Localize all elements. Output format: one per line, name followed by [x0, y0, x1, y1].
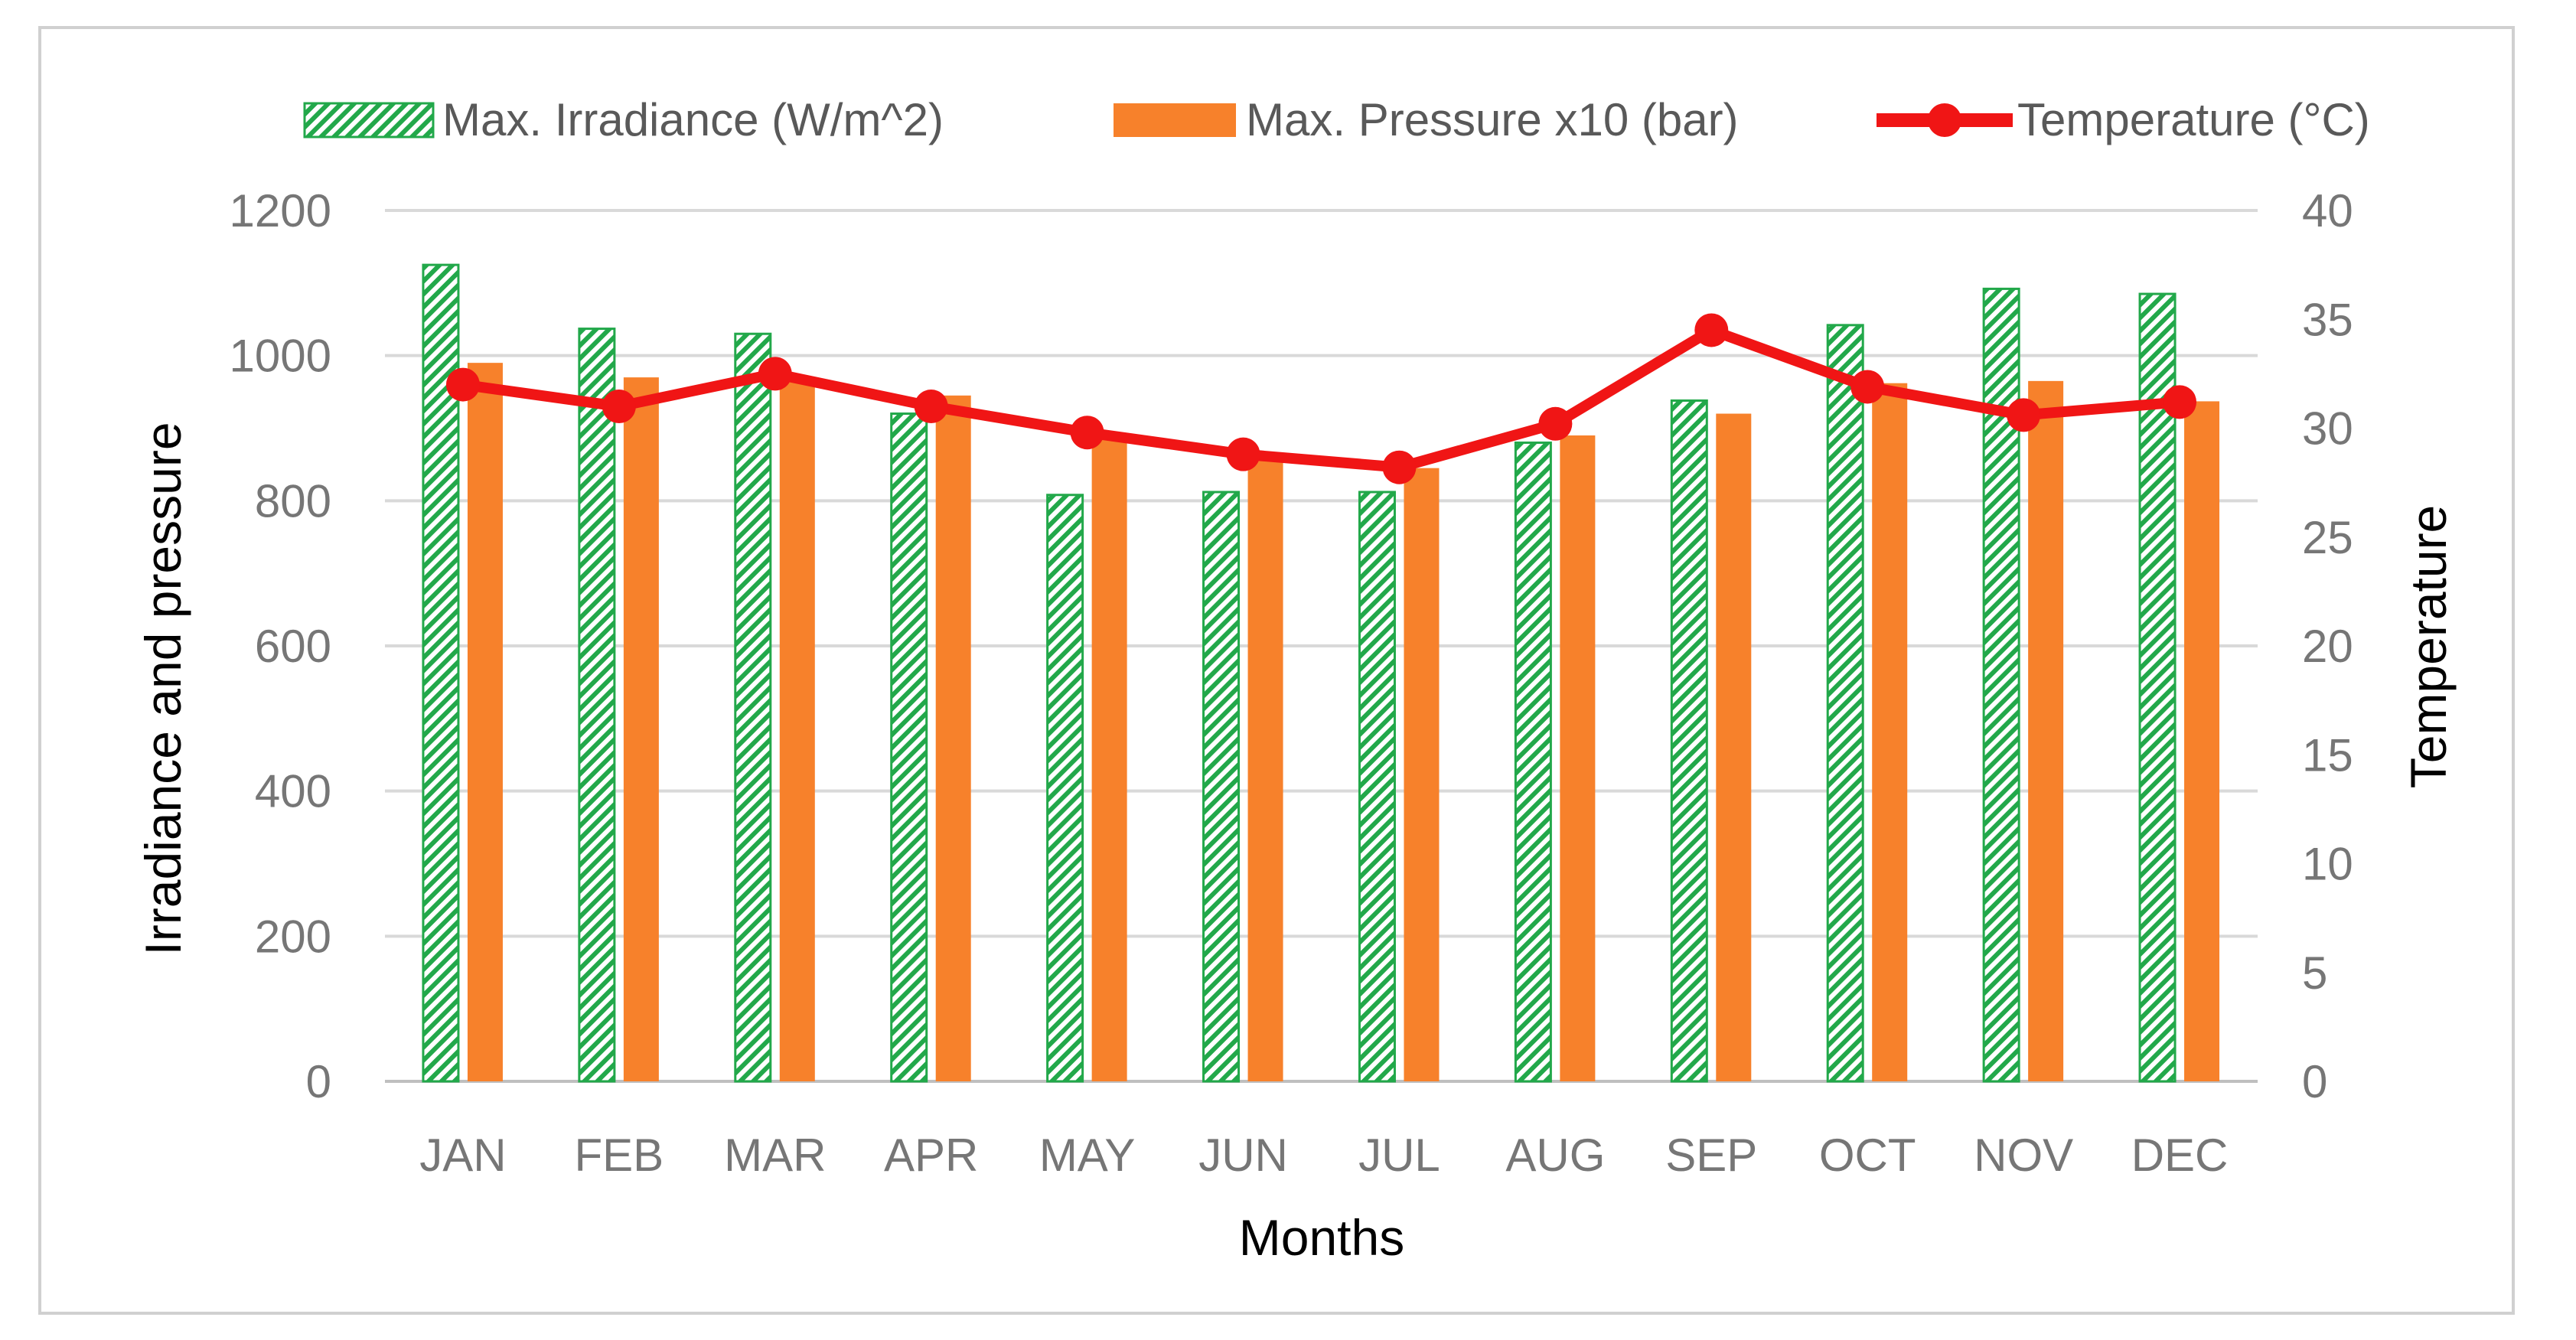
bar-irradiance [422, 263, 460, 1083]
y-tick-label: 200 [255, 911, 331, 962]
x-tick-label: JUN [1198, 1130, 1288, 1181]
y2-tick-label: 25 [2302, 512, 2353, 563]
bar-pressure [1247, 453, 1283, 1081]
temperature-point [1694, 313, 1729, 347]
y2-axis-title: Temperature [2400, 505, 2457, 789]
legend-swatch-irradiance [303, 102, 435, 139]
x-tick-label: JAN [419, 1130, 506, 1181]
legend-label-temperature: Temperature (°C) [2017, 94, 2370, 145]
y2-tick-label: 5 [2302, 947, 2327, 999]
bar-series [422, 263, 2220, 1083]
y-tick-label: 0 [306, 1056, 331, 1107]
bar-irradiance [734, 332, 772, 1083]
temperature-point [602, 390, 636, 424]
y-tick-label: 600 [255, 621, 331, 672]
bar-irradiance [1202, 491, 1241, 1083]
y-tick-label: 1200 [230, 185, 331, 236]
bar-pressure [1716, 413, 1752, 1081]
temperature-point [1070, 416, 1104, 450]
bar-irradiance [578, 328, 616, 1083]
y2-tick-label: 20 [2302, 621, 2353, 672]
y2-tick-label: 35 [2302, 294, 2353, 345]
x-tick-label: MAY [1039, 1130, 1136, 1181]
y2-tick-label: 10 [2302, 839, 2353, 890]
temperature-point [914, 390, 948, 424]
bar-pressure [2184, 401, 2220, 1081]
x-tick-label: SEP [1665, 1130, 1757, 1181]
y-axis-title: Irradiance and pressure [135, 422, 191, 955]
x-tick-label: OCT [1819, 1130, 1916, 1181]
bar-pressure [2028, 380, 2064, 1081]
y2-tick-label: 0 [2302, 1056, 2327, 1107]
x-tick-label: NOV [1974, 1130, 2073, 1181]
bar-irradiance [890, 412, 928, 1083]
bar-irradiance [1046, 494, 1084, 1083]
bar-irradiance [1670, 399, 1708, 1083]
axes: 0 200 400 600 800 1000 1200 0 5 10 15 20 25 30 35 40 JAN… [230, 185, 2353, 1181]
temperature-line [457, 324, 2186, 473]
bar-irradiance [1358, 491, 1396, 1083]
bar-pressure [1872, 383, 1908, 1081]
x-tick-label: JUL [1358, 1130, 1440, 1181]
legend-swatch-pressure [1114, 103, 1236, 137]
y2-tick-label: 30 [2302, 403, 2353, 455]
bar-pressure [1404, 468, 1440, 1081]
temperature-point [1538, 406, 1573, 441]
temperature-point [2007, 398, 2041, 432]
bar-irradiance [1514, 441, 1552, 1083]
temperature-point [758, 357, 792, 391]
bar-pressure [1091, 435, 1127, 1081]
temperature-point [1382, 450, 1417, 484]
y-tick-label: 1000 [230, 331, 331, 382]
legend-label-pressure: Max. Pressure x10 (bar) [1246, 94, 1739, 145]
bar-pressure [623, 377, 659, 1081]
bar-pressure [1560, 435, 1596, 1081]
legend-swatch-temperature-marker [1928, 103, 1961, 137]
bar-pressure [467, 363, 503, 1081]
temperature-point [445, 367, 480, 402]
x-tick-label: AUG [1505, 1130, 1605, 1181]
temperature-point [2163, 385, 2197, 419]
y2-tick-label: 40 [2302, 185, 2353, 236]
x-tick-label: FEB [575, 1130, 664, 1181]
x-tick-label: APR [884, 1130, 978, 1181]
legend: Max. Irradiance (W/m^2) Max. Pressure x1… [303, 94, 2370, 145]
x-tick-label: DEC [2131, 1130, 2229, 1181]
bar-pressure [779, 377, 815, 1081]
bar-irradiance [2138, 292, 2177, 1083]
temperature-point [1226, 437, 1260, 471]
bar-pressure [935, 395, 971, 1081]
y-tick-label: 800 [255, 475, 331, 527]
line-series [445, 313, 2197, 484]
legend-label-irradiance: Max. Irradiance (W/m^2) [442, 94, 944, 145]
x-axis-title: Months [1239, 1209, 1404, 1266]
x-tick-label: MAR [724, 1130, 826, 1181]
temperature-point [1850, 370, 1885, 404]
y-tick-label: 400 [255, 766, 331, 817]
gridlines [385, 209, 2258, 1083]
bar-irradiance [1826, 324, 1864, 1083]
y2-tick-label: 15 [2302, 729, 2353, 781]
